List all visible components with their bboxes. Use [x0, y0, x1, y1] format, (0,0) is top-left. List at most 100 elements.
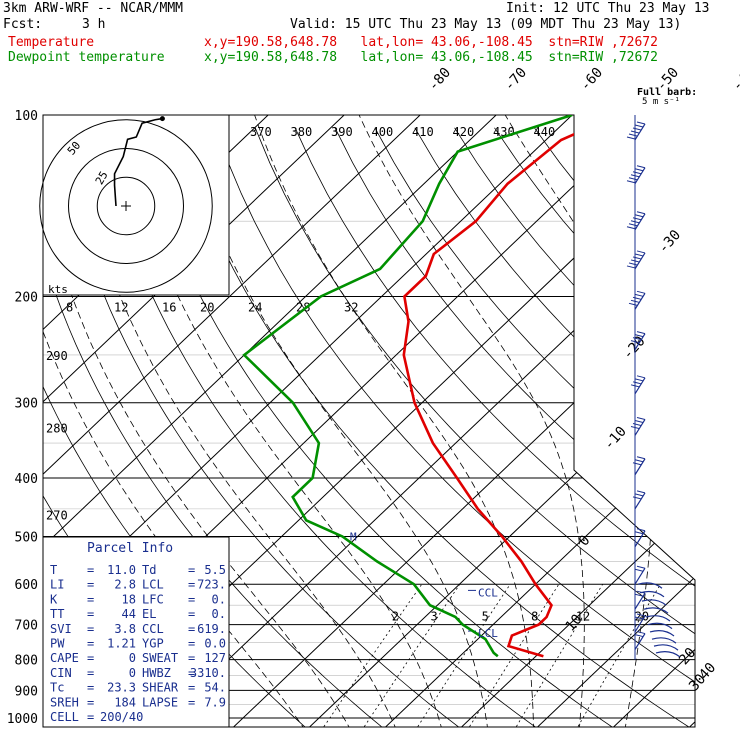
- barb-flag: [634, 593, 644, 597]
- parcel-key-right: HWBZ: [142, 666, 171, 680]
- barb-flag: [634, 634, 644, 638]
- parcel-key-left: CIN: [50, 666, 72, 680]
- mixing-ratio-line: [466, 583, 560, 727]
- isotherm: [609, 115, 695, 727]
- parcel-val-left: 200/40: [100, 710, 143, 724]
- moist-adiabat: [116, 115, 443, 727]
- isotherm: [457, 115, 695, 727]
- parcel-val-left: 1.21: [107, 637, 136, 651]
- parcel-key-right: Td: [142, 563, 156, 577]
- parcel-eq: =: [87, 666, 94, 680]
- barb-flag: [634, 616, 644, 620]
- barb-flag: [632, 496, 642, 500]
- parcel-eq: =: [188, 578, 195, 592]
- dry-adiabat: [135, 127, 618, 727]
- parcel-key-left: Tc: [50, 681, 64, 695]
- parcel-info-box: [42, 536, 230, 728]
- parcel-eq: =: [87, 578, 94, 592]
- barb-flag: [634, 493, 644, 497]
- parcel-key-right: LAPSE: [142, 695, 178, 709]
- parcel-eq: =: [188, 637, 195, 651]
- barb-flag: [634, 531, 644, 535]
- barb-flag: [632, 422, 642, 426]
- parcel-val-left: 184: [114, 695, 136, 709]
- isotherm-label: 0: [576, 532, 594, 549]
- barb-shaft: [634, 213, 646, 231]
- isotherm: [153, 115, 695, 727]
- barb-shaft: [634, 333, 646, 350]
- wind-barb: [626, 165, 646, 185]
- theta-e-label: 16: [162, 301, 176, 315]
- parcel-val-left: 23.3: [107, 681, 136, 695]
- parcel-val-left: 11.0: [107, 563, 136, 577]
- parcel-val-right: 3310.: [190, 666, 226, 680]
- barb-flag: [636, 211, 646, 215]
- parcel-info-title: Parcel Info: [87, 541, 173, 556]
- barb-flag: [636, 416, 646, 420]
- barb-flag: [636, 631, 646, 635]
- parcel-key-right: YGP: [142, 637, 164, 651]
- barb-flag: [634, 378, 644, 382]
- barb-flag: [634, 293, 644, 297]
- isotherm: [533, 115, 695, 727]
- parcel-val-right: 127: [204, 651, 226, 665]
- hodograph-ring: [96, 176, 156, 236]
- hodograph-kts-label: kts: [48, 283, 68, 296]
- parcel-val-left: 3.8: [114, 622, 136, 636]
- barb-flag: [626, 226, 636, 230]
- parcel-eq: =: [87, 695, 94, 709]
- parcel-key-left: T: [50, 563, 57, 577]
- surface-barb: [651, 637, 677, 644]
- barb-flag: [626, 136, 636, 140]
- parcel-eq: =: [188, 622, 195, 636]
- barb-flag: [636, 456, 646, 460]
- pressure-label-200: 200: [15, 291, 38, 306]
- pressure-label-700: 700: [15, 619, 38, 634]
- barb-flag: [634, 334, 644, 338]
- pressure-label-1000: 1000: [7, 712, 38, 727]
- parcel-val-right: 5.5: [204, 563, 226, 577]
- pressure-label-900: 900: [15, 684, 38, 699]
- mixing-ratio-line: [513, 583, 604, 727]
- barb-flag: [632, 462, 642, 466]
- isotherm-label: -10: [601, 424, 630, 454]
- parcel-key-left: CELL: [50, 710, 79, 724]
- dry-adiabat: [294, 127, 695, 727]
- barb-flag: [636, 613, 646, 617]
- isotherm: [43, 115, 450, 727]
- surface-barb: [649, 630, 675, 637]
- barb-flag: [636, 375, 646, 379]
- barb-flag: [628, 302, 638, 306]
- dry-adiabat: [653, 127, 695, 727]
- barb-flag: [630, 130, 640, 134]
- mixing-ratio-label: 12: [576, 610, 590, 624]
- isotherm-label: -60: [577, 65, 606, 95]
- hodograph: kts 25 50: [39, 114, 230, 296]
- wind-barb: [634, 631, 646, 650]
- pressure-label-600: 600: [15, 578, 38, 593]
- parcel-eq: =: [188, 563, 195, 577]
- barb-flag: [632, 171, 642, 175]
- wind-barb: [630, 416, 646, 436]
- isotherm: [685, 115, 695, 727]
- barb-flag: [634, 214, 644, 218]
- barb-shaft: [634, 633, 646, 650]
- parcel-eq: =: [188, 666, 195, 680]
- parcel-val-right: 0.0: [204, 637, 226, 651]
- theta-label: 440: [534, 125, 556, 139]
- model-title: 3km ARW-WRF -- NCAR/MMM: [3, 1, 184, 16]
- parcel-eq: =: [87, 592, 94, 606]
- barb-shaft: [634, 458, 646, 476]
- barb-shaft: [634, 252, 646, 270]
- mixing-ratio-line: [361, 583, 461, 727]
- parcel-eq: =: [188, 592, 195, 606]
- barb-flag: [630, 299, 640, 303]
- barb-flag: [634, 168, 644, 172]
- moist-adiabat: [254, 115, 534, 727]
- parcel-eq: =: [188, 681, 195, 695]
- barb-shaft: [634, 292, 646, 310]
- parcel-val-left: 0: [129, 666, 136, 680]
- barb-flag: [636, 565, 646, 569]
